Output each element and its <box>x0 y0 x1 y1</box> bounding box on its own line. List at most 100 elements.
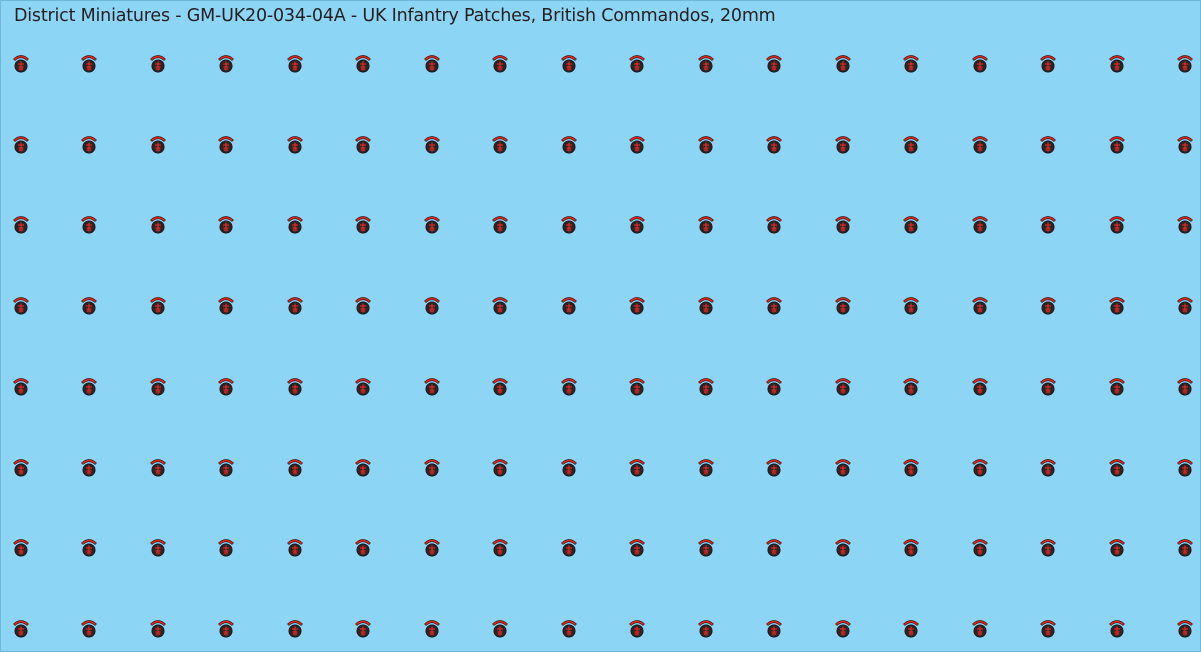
commando-dagger-patch-icon <box>834 216 851 234</box>
commando-dagger-patch-icon <box>766 620 783 638</box>
commando-dagger-patch-icon <box>903 378 920 396</box>
commando-dagger-patch-icon <box>971 458 988 477</box>
commando-dagger-patch-icon <box>629 297 646 315</box>
commando-dagger-patch-icon <box>492 55 509 73</box>
commando-dagger-patch-icon <box>286 620 303 638</box>
commando-dagger-patch-icon <box>697 378 714 396</box>
commando-dagger-patch-icon <box>766 55 783 73</box>
commando-dagger-patch-icon <box>971 620 988 638</box>
commando-dagger-patch-icon <box>629 135 646 154</box>
commando-dagger-patch-icon <box>218 620 235 638</box>
commando-dagger-patch-icon <box>492 378 509 396</box>
commando-dagger-patch-icon <box>423 539 440 557</box>
commando-dagger-patch-icon <box>560 539 577 557</box>
commando-dagger-patch-icon <box>150 620 166 638</box>
commando-dagger-patch-icon <box>1108 297 1125 315</box>
commando-dagger-patch-icon <box>834 135 851 154</box>
commando-dagger-patch-icon <box>355 539 372 557</box>
commando-dagger-patch-icon <box>834 378 851 396</box>
commando-dagger-patch-icon <box>1108 620 1125 638</box>
commando-dagger-patch-icon <box>1108 55 1125 73</box>
commando-dagger-patch-icon <box>150 216 166 234</box>
commando-dagger-patch-icon <box>1108 135 1125 154</box>
commando-dagger-patch-icon <box>492 620 509 638</box>
commando-dagger-patch-icon <box>423 458 440 477</box>
commando-dagger-patch-icon <box>834 297 851 315</box>
commando-dagger-patch-icon <box>629 539 646 557</box>
commando-dagger-patch-icon <box>1040 378 1056 396</box>
commando-dagger-patch-icon <box>834 458 851 477</box>
commando-dagger-patch-icon <box>560 458 577 477</box>
commando-dagger-patch-icon <box>629 55 646 73</box>
commando-dagger-patch-icon <box>560 216 577 234</box>
commando-dagger-patch-icon <box>492 297 509 315</box>
commando-dagger-patch-icon <box>286 55 303 73</box>
commando-dagger-patch-icon <box>218 539 235 557</box>
commando-dagger-patch-icon <box>766 458 783 477</box>
commando-dagger-patch-icon <box>13 458 29 477</box>
commando-dagger-patch-icon <box>423 55 440 73</box>
commando-dagger-patch-icon <box>903 458 920 477</box>
commando-dagger-patch-icon <box>492 135 509 154</box>
commando-dagger-patch-icon <box>423 135 440 154</box>
commando-dagger-patch-icon <box>218 55 235 73</box>
commando-dagger-patch-icon <box>834 620 851 638</box>
commando-dagger-patch-icon <box>13 539 29 557</box>
commando-dagger-patch-icon <box>834 539 851 557</box>
commando-dagger-patch-icon <box>81 620 98 638</box>
commando-dagger-patch-icon <box>1040 620 1056 638</box>
commando-dagger-patch-icon <box>697 297 714 315</box>
commando-dagger-patch-icon <box>629 620 646 638</box>
commando-dagger-patch-icon <box>697 216 714 234</box>
commando-dagger-patch-icon <box>697 620 714 638</box>
commando-dagger-patch-icon <box>355 620 372 638</box>
commando-dagger-patch-icon <box>1177 539 1193 557</box>
commando-dagger-patch-icon <box>1040 216 1056 234</box>
commando-dagger-patch-icon <box>218 378 235 396</box>
commando-dagger-patch-icon <box>81 297 98 315</box>
commando-dagger-patch-icon <box>218 216 235 234</box>
commando-dagger-patch-icon <box>834 55 851 73</box>
commando-dagger-patch-icon <box>13 55 29 73</box>
commando-dagger-patch-icon <box>150 135 166 154</box>
commando-dagger-patch-icon <box>697 539 714 557</box>
commando-dagger-patch-icon <box>423 297 440 315</box>
commando-dagger-patch-icon <box>492 539 509 557</box>
commando-dagger-patch-icon <box>560 620 577 638</box>
commando-dagger-patch-icon <box>423 620 440 638</box>
commando-dagger-patch-icon <box>629 216 646 234</box>
commando-dagger-patch-icon <box>218 297 235 315</box>
commando-dagger-patch-icon <box>903 216 920 234</box>
commando-dagger-patch-icon <box>971 135 988 154</box>
commando-dagger-patch-icon <box>629 378 646 396</box>
commando-dagger-patch-icon <box>355 55 372 73</box>
commando-dagger-patch-icon <box>766 378 783 396</box>
commando-dagger-patch-icon <box>1177 216 1193 234</box>
commando-dagger-patch-icon <box>81 458 98 477</box>
commando-dagger-patch-icon <box>423 216 440 234</box>
commando-dagger-patch-icon <box>697 135 714 154</box>
commando-dagger-patch-icon <box>492 458 509 477</box>
commando-dagger-patch-icon <box>286 458 303 477</box>
commando-dagger-patch-icon <box>903 297 920 315</box>
commando-dagger-patch-icon <box>13 378 29 396</box>
commando-dagger-patch-icon <box>1177 55 1193 73</box>
commando-dagger-patch-icon <box>1040 135 1056 154</box>
commando-dagger-patch-icon <box>81 55 98 73</box>
commando-dagger-patch-icon <box>150 539 166 557</box>
commando-dagger-patch-icon <box>150 55 166 73</box>
commando-dagger-patch-icon <box>150 378 166 396</box>
commando-dagger-patch-icon <box>286 216 303 234</box>
commando-dagger-patch-icon <box>355 216 372 234</box>
commando-dagger-patch-icon <box>903 135 920 154</box>
commando-dagger-patch-icon <box>218 135 235 154</box>
commando-dagger-patch-icon <box>1040 55 1056 73</box>
commando-dagger-patch-icon <box>1177 458 1193 477</box>
commando-dagger-patch-icon <box>286 539 303 557</box>
commando-dagger-patch-icon <box>766 135 783 154</box>
commando-dagger-patch-icon <box>81 378 98 396</box>
commando-dagger-patch-icon <box>150 458 166 477</box>
commando-dagger-patch-icon <box>1108 458 1125 477</box>
commando-dagger-patch-icon <box>1108 378 1125 396</box>
